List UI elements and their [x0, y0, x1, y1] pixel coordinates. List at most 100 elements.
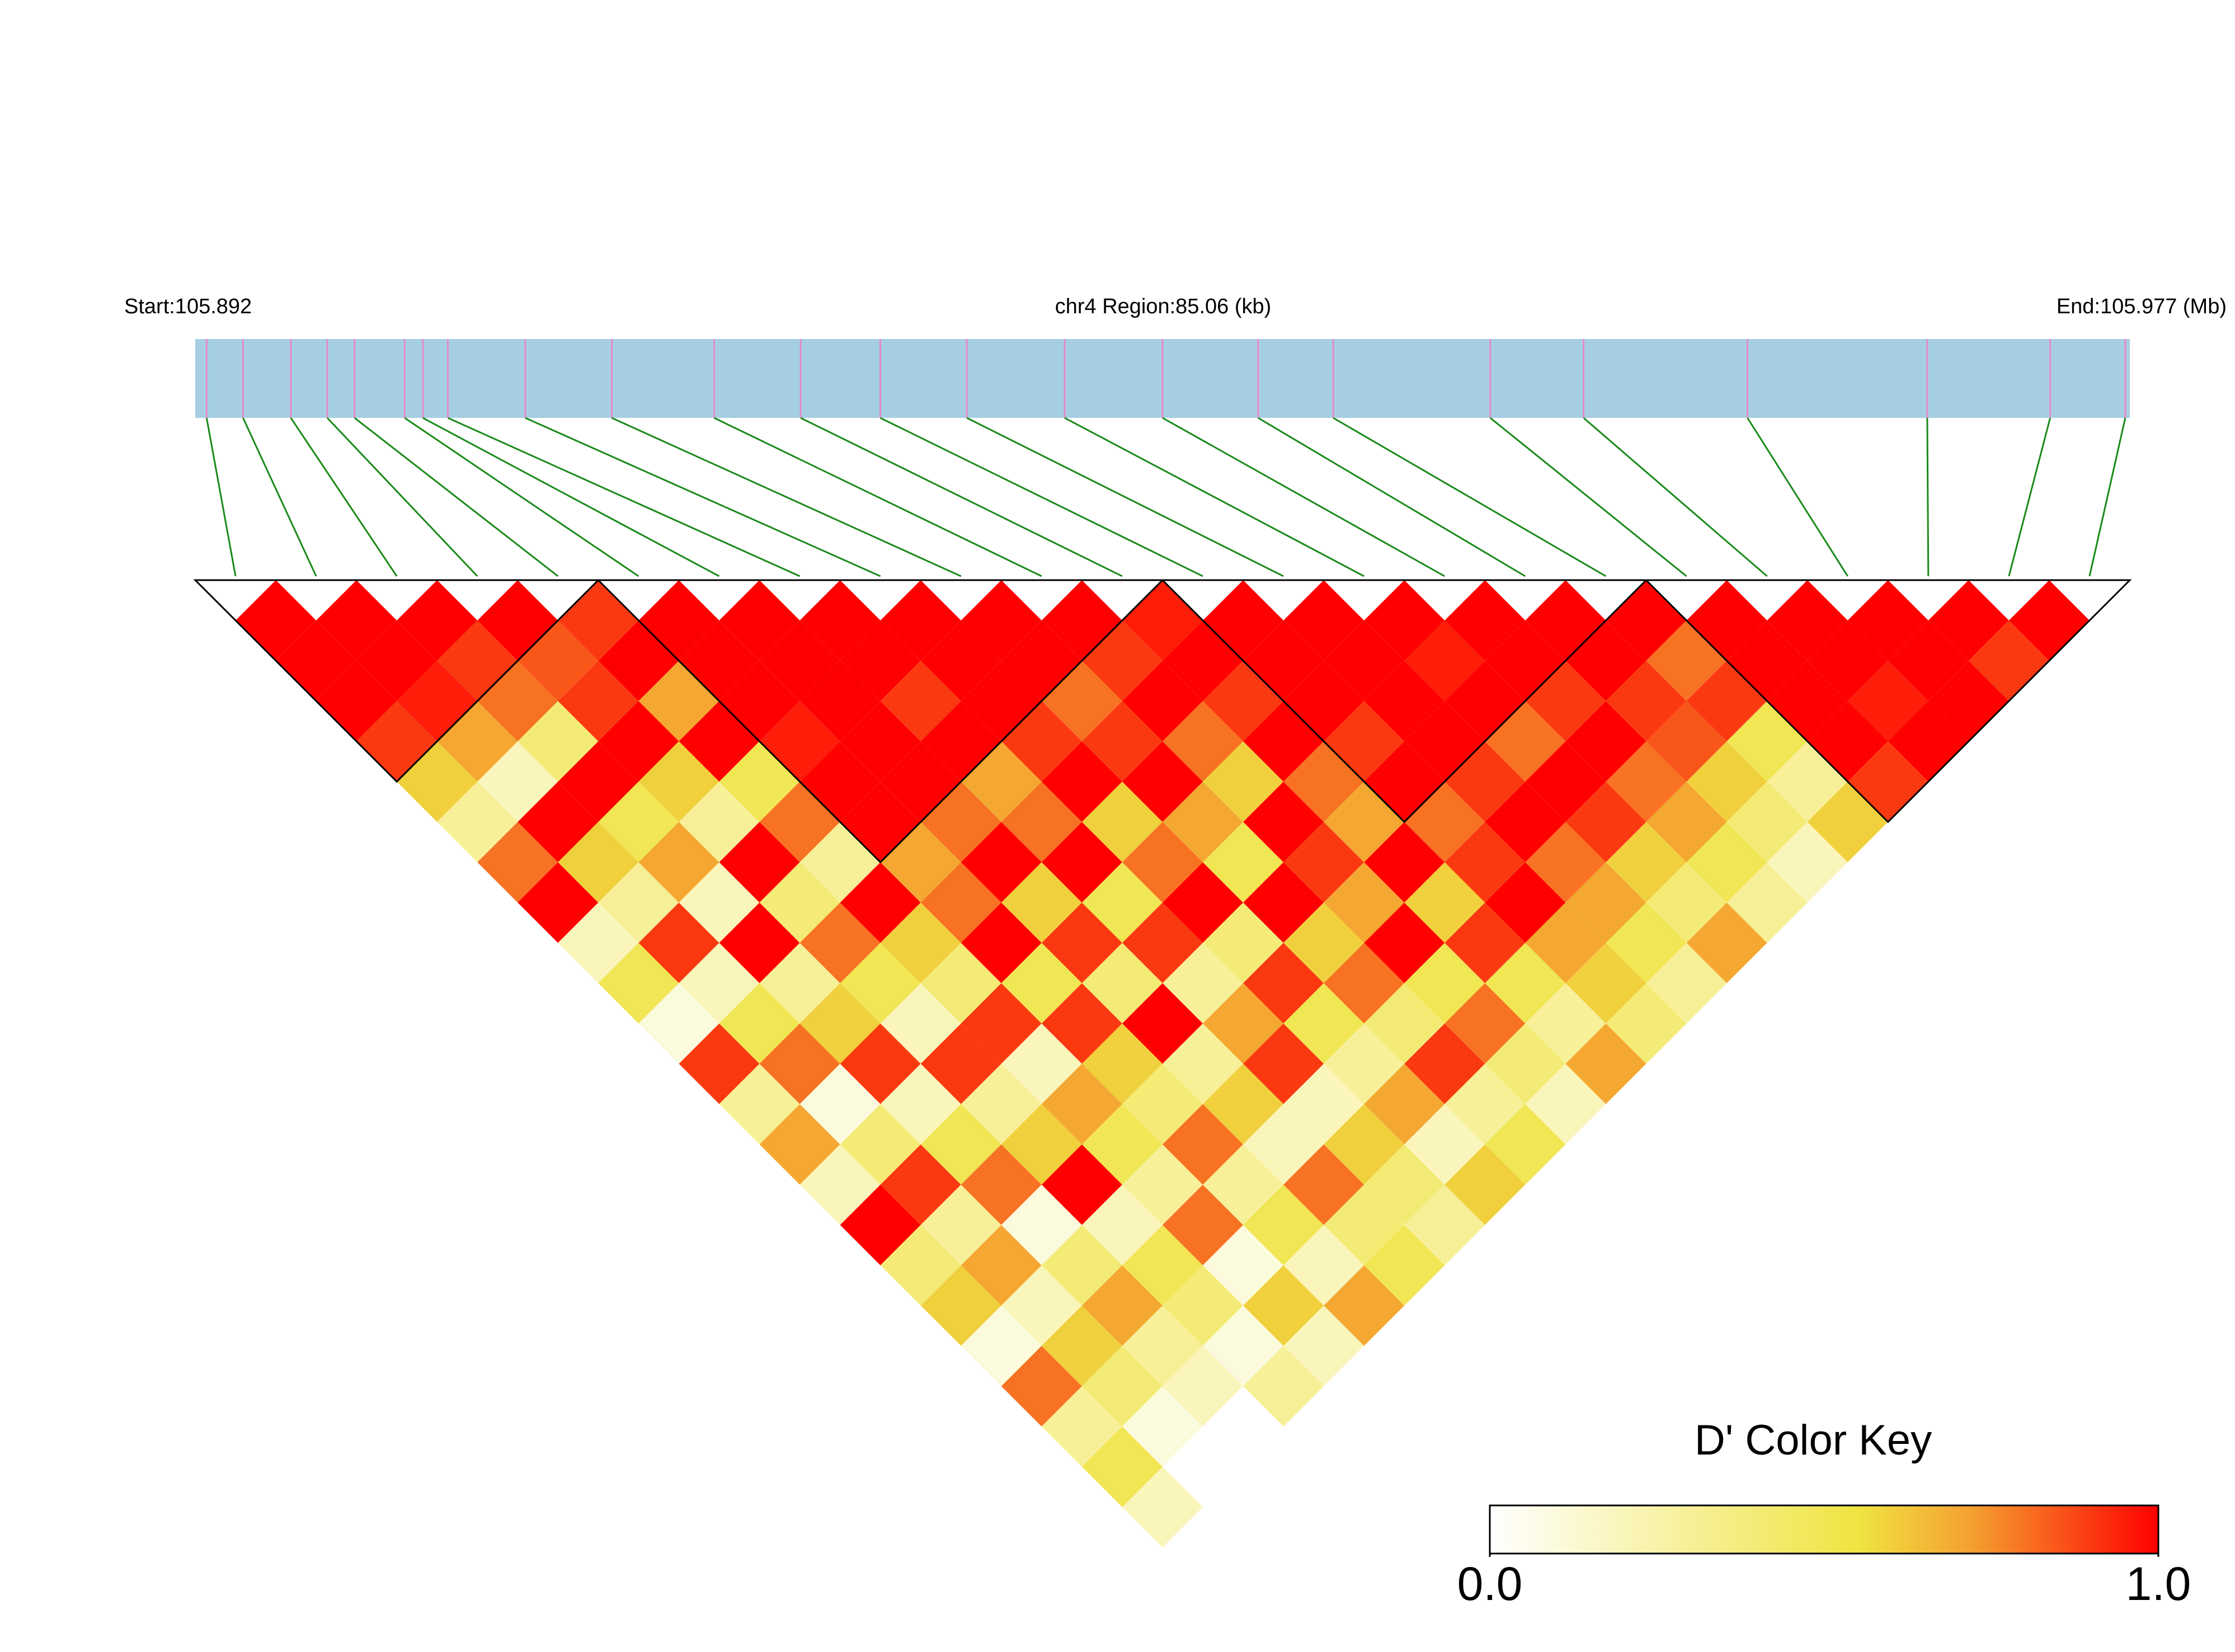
ld-cell	[1041, 902, 1122, 983]
ld-cell	[1444, 1063, 1526, 1145]
snp-connector	[1258, 417, 1526, 577]
ld-cell	[1122, 1305, 1203, 1386]
ld-cell	[1444, 580, 1526, 661]
ld-cell	[880, 902, 961, 983]
ld-cell	[1444, 902, 1526, 983]
ld-cell	[1122, 1063, 1203, 1145]
ld-cell	[1122, 1386, 1203, 1467]
snp-connector	[1064, 417, 1364, 577]
ld-cell	[1767, 822, 1848, 903]
ld-cell	[1606, 822, 1687, 903]
ld-cell	[1565, 862, 1646, 943]
snp-connector	[447, 417, 801, 577]
ld-cell	[517, 620, 599, 702]
ld-cell	[961, 1063, 1042, 1145]
snp-connector	[422, 417, 720, 577]
ld-cell	[1081, 943, 1163, 1024]
ld-cell	[1163, 1023, 1244, 1104]
ld-cell	[1081, 1345, 1163, 1427]
ld-cell	[759, 1023, 840, 1104]
ld-cell	[1324, 1104, 1405, 1185]
ld-cell	[719, 580, 800, 661]
ld-cell	[1686, 902, 1767, 983]
ld-cell	[1081, 1426, 1163, 1507]
ld-cell	[1203, 1225, 1284, 1306]
ld-cell	[799, 1144, 881, 1225]
ld-cell	[1364, 1144, 1445, 1225]
ld-cell	[961, 1144, 1042, 1225]
ld-cell	[638, 902, 719, 983]
ld-cell	[961, 1305, 1042, 1386]
end-label: End:105.977 (Mb)	[2057, 295, 2227, 318]
ld-cell	[759, 943, 840, 1024]
ld-cell	[880, 1144, 961, 1225]
ld-cell	[1324, 782, 1405, 863]
ld-block-outline	[596, 579, 1165, 864]
ld-cell	[1847, 661, 1928, 742]
ld-cell	[638, 741, 719, 822]
ld-cell	[1243, 1104, 1324, 1185]
ld-cell	[880, 983, 961, 1064]
ld-cell	[1122, 1225, 1203, 1306]
ld-cell	[1404, 1023, 1485, 1104]
ld-cell	[356, 620, 437, 702]
color-key-bar	[1489, 1504, 2159, 1555]
ld-cell	[1122, 822, 1203, 903]
key-tick-label: 0.0	[1457, 1557, 1523, 1610]
ld-cell	[1283, 902, 1364, 983]
ld-cell	[840, 701, 921, 782]
ld-cell	[517, 862, 599, 943]
snp-connector	[966, 417, 1284, 577]
ld-cell	[679, 1023, 760, 1104]
ld-cell	[1726, 782, 1808, 863]
ld-cell	[1122, 1144, 1203, 1225]
ld-cell	[1243, 1184, 1324, 1265]
ld-cell	[1444, 1144, 1526, 1225]
ld-block-outline	[1160, 579, 1649, 823]
ld-cell	[880, 1225, 961, 1306]
ld-cell	[1404, 1184, 1485, 1265]
ld-cell	[598, 701, 679, 782]
ld-cell	[1001, 1345, 1082, 1427]
ld-cell	[1606, 902, 1687, 983]
ld-cell	[1726, 620, 1808, 702]
ld-cell	[1364, 902, 1445, 983]
ld-cell	[1243, 782, 1324, 863]
ld-cell	[1203, 1063, 1284, 1145]
ld-cell	[477, 580, 558, 661]
ld-cell	[840, 862, 921, 943]
ld-cell	[1646, 943, 1727, 1024]
ld-cell	[1283, 1144, 1364, 1225]
ld-cell	[961, 983, 1042, 1064]
snp-connector	[1333, 417, 1607, 577]
ld-block-outline	[193, 579, 601, 783]
key-tick-label: 1.0	[2126, 1557, 2191, 1610]
ld-cell	[1081, 1184, 1163, 1265]
ld-cell	[1243, 701, 1324, 782]
ld-cell	[1203, 1305, 1284, 1386]
ld-cell	[1041, 1144, 1122, 1225]
ld-cell	[598, 862, 679, 943]
ld-block-outline	[1644, 579, 2132, 823]
ld-cell	[1163, 782, 1244, 863]
ld-cell	[1928, 580, 2009, 661]
ld-cell	[1606, 661, 1687, 742]
ld-cell	[679, 782, 760, 863]
ld-cell	[1122, 1466, 1203, 1547]
ld-cell	[1122, 741, 1203, 822]
snp-connector	[525, 417, 881, 577]
ld-cell	[1081, 782, 1163, 863]
snp-connector	[1489, 417, 1687, 577]
ld-cell	[961, 580, 1042, 661]
ld-cell	[1122, 661, 1203, 742]
ld-cell	[1203, 983, 1284, 1064]
ld-cell	[799, 661, 881, 742]
ld-cell	[1122, 902, 1203, 983]
ld-cell	[1565, 943, 1646, 1024]
ld-cell	[517, 782, 599, 863]
ld-cell	[1283, 661, 1364, 742]
snp-connector	[879, 417, 1203, 577]
ld-cell	[799, 902, 881, 983]
ld-cell	[1324, 862, 1405, 943]
